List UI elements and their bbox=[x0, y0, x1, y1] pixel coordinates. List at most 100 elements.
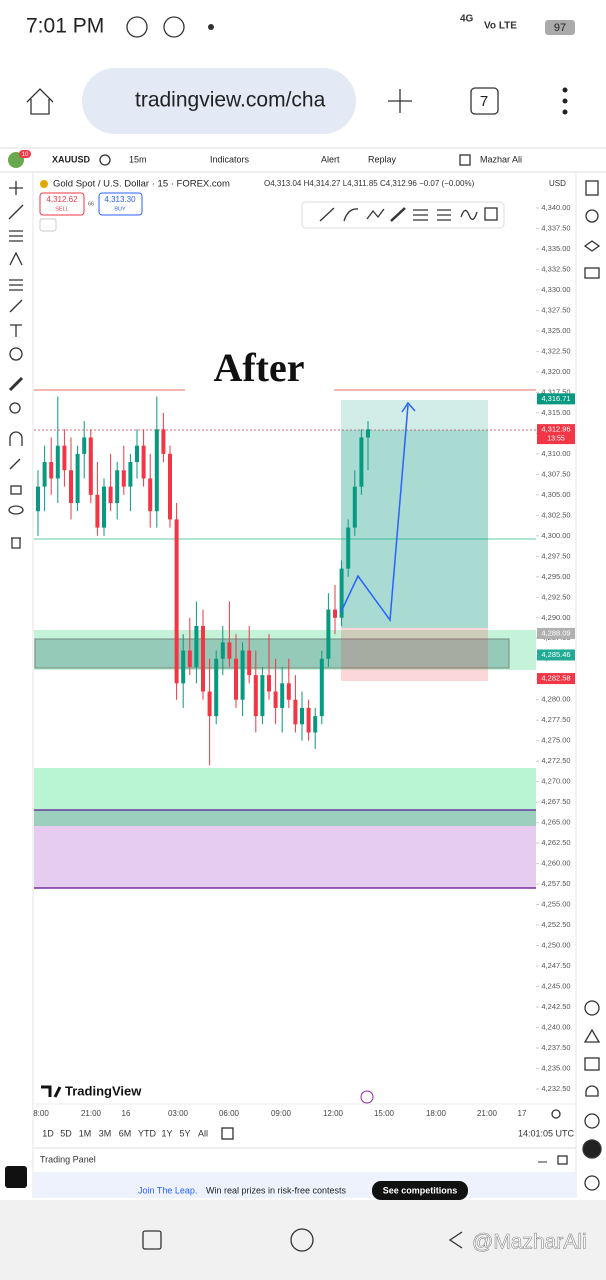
alerts[interactable] bbox=[585, 209, 599, 223]
promo-banner bbox=[34, 1172, 576, 1198]
watchlist[interactable] bbox=[585, 180, 599, 196]
magnet-tool[interactable] bbox=[9, 431, 23, 446]
brush-tool[interactable] bbox=[9, 299, 23, 313]
lock-tool[interactable] bbox=[10, 485, 22, 495]
candle-body bbox=[95, 494, 100, 528]
indicators[interactable]: Indicators bbox=[210, 154, 250, 164]
price-label: 4,300.00 bbox=[541, 531, 570, 540]
emoji-tool[interactable] bbox=[9, 347, 23, 361]
timeframe[interactable]: 5D bbox=[60, 1128, 72, 1138]
right-toolbar bbox=[582, 180, 602, 1191]
price-tag-label: 4,316.71 bbox=[541, 394, 570, 403]
lightning-icon[interactable] bbox=[360, 1090, 374, 1104]
crosshair-tool[interactable] bbox=[9, 181, 23, 195]
notifications[interactable] bbox=[585, 1085, 599, 1097]
lock-draw-tool[interactable] bbox=[9, 458, 21, 470]
tabs-button[interactable] bbox=[470, 87, 499, 115]
candle-body bbox=[326, 609, 331, 659]
new-tab[interactable] bbox=[388, 89, 412, 113]
pattern-tool[interactable] bbox=[9, 251, 23, 266]
projection-arrow bbox=[340, 404, 409, 623]
price-label: 4,257.50 bbox=[541, 879, 570, 888]
checkbox[interactable] bbox=[459, 154, 471, 166]
ideas[interactable] bbox=[583, 1028, 601, 1043]
candle-body bbox=[260, 675, 265, 717]
zoom-tool[interactable] bbox=[9, 402, 21, 414]
price-tag bbox=[537, 673, 575, 685]
timeframe[interactable]: 1M bbox=[79, 1128, 92, 1138]
promo-button[interactable] bbox=[372, 1181, 468, 1200]
more[interactable] bbox=[582, 1139, 602, 1159]
chat[interactable] bbox=[584, 267, 600, 279]
collapse-button[interactable] bbox=[39, 218, 57, 232]
help[interactable] bbox=[584, 1175, 600, 1191]
trading-panel[interactable]: Trading Panel bbox=[40, 1154, 96, 1164]
pink-zone bbox=[34, 826, 536, 888]
badge bbox=[19, 150, 31, 158]
trendline-tool[interactable] bbox=[8, 204, 24, 220]
delete-tool[interactable] bbox=[11, 537, 21, 549]
calendar[interactable] bbox=[584, 1057, 600, 1071]
candle-body bbox=[207, 691, 212, 717]
timeframe[interactable]: 6M bbox=[119, 1128, 132, 1138]
home-button[interactable] bbox=[26, 88, 54, 115]
candle-body bbox=[359, 437, 364, 487]
hide-tool[interactable] bbox=[8, 505, 24, 515]
symbol[interactable]: XAUUSD bbox=[52, 154, 91, 164]
back-button[interactable] bbox=[448, 1231, 463, 1249]
url-bar[interactable] bbox=[82, 68, 356, 134]
menu[interactable] bbox=[562, 87, 568, 93]
text-tool[interactable] bbox=[10, 324, 22, 337]
add-symbol[interactable] bbox=[99, 154, 111, 166]
bell[interactable] bbox=[584, 1113, 600, 1129]
candle-body bbox=[346, 527, 351, 569]
clock: 7:01 PM bbox=[26, 15, 104, 38]
settings[interactable] bbox=[551, 1109, 561, 1119]
tabs-count: 7 bbox=[480, 93, 488, 110]
fib-tool[interactable] bbox=[9, 230, 23, 242]
time-label: 12:00 bbox=[323, 1109, 344, 1118]
price-label: 4,295.00 bbox=[541, 572, 570, 581]
maximize[interactable] bbox=[557, 1155, 568, 1165]
forecast-tool[interactable] bbox=[9, 279, 23, 291]
interval[interactable]: 15m bbox=[129, 154, 147, 164]
recents-button[interactable] bbox=[142, 1230, 162, 1250]
candle-body bbox=[161, 429, 166, 454]
timeframe[interactable]: 5Y bbox=[179, 1128, 190, 1138]
timeframe[interactable]: All bbox=[198, 1128, 208, 1138]
price-label: 4,297.50 bbox=[541, 551, 570, 560]
time-label: 09:00 bbox=[271, 1109, 292, 1118]
candle-body bbox=[154, 429, 159, 512]
candle-body bbox=[240, 650, 245, 700]
price-label: 4,277.50 bbox=[541, 715, 570, 724]
candle-body bbox=[49, 462, 54, 479]
target[interactable] bbox=[584, 1000, 600, 1016]
timeframe[interactable]: 1Y bbox=[161, 1128, 172, 1138]
buy-label: BUY bbox=[114, 206, 126, 212]
buy-button[interactable] bbox=[98, 192, 143, 216]
sell-button[interactable] bbox=[39, 192, 85, 216]
timeframe[interactable]: 3M bbox=[99, 1128, 112, 1138]
annotation-box bbox=[185, 347, 334, 397]
logo: TradingView bbox=[65, 1083, 142, 1098]
alert[interactable]: Alert bbox=[321, 154, 340, 164]
time-label: 03:00 bbox=[168, 1109, 189, 1118]
user[interactable]: Mazhar Ali bbox=[480, 154, 522, 164]
utc-clock: 14:01:05 UTC bbox=[518, 1128, 575, 1138]
ruler-tool[interactable] bbox=[8, 376, 24, 392]
replay[interactable]: Replay bbox=[368, 154, 397, 164]
star-button[interactable] bbox=[5, 1166, 27, 1188]
drawings bbox=[34, 389, 536, 889]
candle-body bbox=[319, 658, 324, 717]
date-range[interactable] bbox=[221, 1127, 234, 1140]
home-nav[interactable] bbox=[290, 1228, 314, 1252]
time-label: 18:00 bbox=[426, 1109, 447, 1118]
timeframe[interactable]: YTD bbox=[138, 1128, 157, 1138]
currency[interactable]: USD bbox=[549, 179, 566, 188]
layers[interactable] bbox=[583, 240, 601, 252]
dot bbox=[208, 24, 214, 30]
promo-link[interactable]: Join The Leap. bbox=[138, 1185, 197, 1195]
timeframe[interactable]: 1D bbox=[42, 1128, 54, 1138]
candle-body bbox=[148, 478, 153, 512]
price-label: 4,235.00 bbox=[541, 1063, 570, 1072]
